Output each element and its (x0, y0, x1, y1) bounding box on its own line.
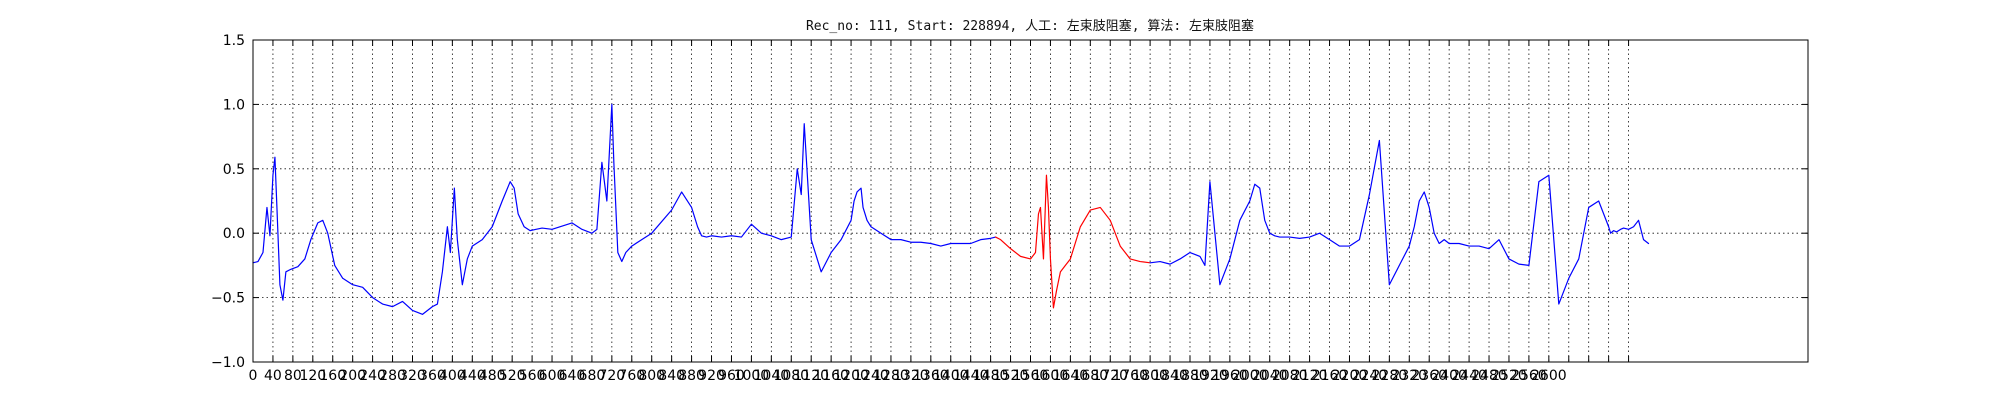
x-tick-label: 560 (519, 368, 546, 384)
x-tick-label: 1640 (1053, 368, 1089, 384)
ecg-series-highlight (995, 174, 1151, 309)
x-tick-label: 920 (698, 368, 725, 384)
x-tick-label: 2320 (1391, 368, 1427, 384)
x-tick-label: 1840 (1152, 368, 1188, 384)
x-tick-label: 1280 (873, 368, 909, 384)
x-tick-label: 880 (678, 368, 705, 384)
ecg-series-after (1149, 139, 1650, 305)
x-tick-label: 2080 (1272, 368, 1308, 384)
x-tick-label: 1200 (833, 368, 869, 384)
grid-layer (253, 40, 1808, 362)
y-tick-label: −0.5 (211, 291, 245, 307)
x-tick-label: 280 (379, 368, 406, 384)
x-tick-label: 1040 (754, 368, 790, 384)
tick-layer: −1.0 −0.5 0.0 0.5 1.0 1.5 0 40 80120160200240280… (211, 33, 1808, 384)
x-tick-label: 1480 (973, 368, 1009, 384)
x-tick-label: 2520 (1491, 368, 1527, 384)
x-tick-label: 640 (559, 368, 586, 384)
x-tick-label: 120 (299, 368, 326, 384)
x-tick-label: 1440 (953, 368, 989, 384)
y-tick-label: 1.5 (223, 33, 245, 49)
x-tick-label: 360 (419, 368, 446, 384)
x-tick-label: 1160 (813, 368, 849, 384)
x-tick-label: 400 (439, 368, 466, 384)
x-tick-label: 2280 (1372, 368, 1408, 384)
x-tick-label: 2360 (1411, 368, 1447, 384)
chart-title: Rec_no: 111, Start: 228894, 人工: 左束肢阻塞, 算… (806, 18, 1254, 34)
x-tick-label: 0 (249, 368, 258, 384)
series-layer (252, 103, 1650, 315)
x-tick-label: 2120 (1292, 368, 1328, 384)
plot-frame (252, 39, 1809, 363)
x-tick-label: 2240 (1352, 368, 1388, 384)
x-tick-label: 1800 (1132, 368, 1168, 384)
x-tick-label: 240 (359, 368, 386, 384)
y-tick-label: 0.0 (223, 226, 245, 242)
x-tick-label: 2440 (1451, 368, 1487, 384)
x-tick-label: 1920 (1192, 368, 1228, 384)
x-tick-label: 1680 (1072, 368, 1108, 384)
x-tick-label: 1880 (1172, 368, 1208, 384)
x-tick-label: 2560 (1511, 368, 1547, 384)
x-tick-label: 960 (718, 368, 745, 384)
x-tick-label: 1360 (913, 368, 949, 384)
x-tick-label: 440 (459, 368, 486, 384)
x-tick-label: 1600 (1033, 368, 1069, 384)
x-tick-label: 760 (618, 368, 645, 384)
x-tick-label: 320 (399, 368, 426, 384)
x-tick-label: 1960 (1212, 368, 1248, 384)
x-tick-label: 1080 (773, 368, 809, 384)
x-tick-label: 160 (319, 368, 346, 384)
x-tick-label: 2400 (1431, 368, 1467, 384)
y-tick-label: 1.0 (223, 97, 245, 113)
x-tick-label: 2200 (1332, 368, 1368, 384)
x-tick-label: 2160 (1312, 368, 1348, 384)
ecg-series-before (252, 103, 997, 315)
x-tick-label: 1560 (1013, 368, 1049, 384)
axis-layer (252, 39, 1809, 363)
x-tick-label: 2000 (1232, 368, 1268, 384)
x-tick-label: 720 (598, 368, 625, 384)
y-tick-label: −1.0 (211, 355, 245, 371)
x-tick-label: 2480 (1471, 368, 1507, 384)
x-tick-label: 40 (264, 368, 282, 384)
x-tick-label: 1000 (734, 368, 770, 384)
x-tick-label: 1720 (1092, 368, 1128, 384)
x-tick-label: 1400 (933, 368, 969, 384)
x-tick-label: 600 (539, 368, 566, 384)
x-tick-label: 520 (499, 368, 526, 384)
x-tick-label: 1760 (1112, 368, 1148, 384)
x-tick-label: 800 (638, 368, 665, 384)
x-tick-label: 2600 (1531, 368, 1567, 384)
y-tick-label: 0.5 (223, 162, 245, 178)
x-tick-label: 840 (658, 368, 685, 384)
x-tick-label: 1120 (793, 368, 829, 384)
x-tick-label: 1320 (893, 368, 929, 384)
x-tick-label: 680 (579, 368, 606, 384)
x-tick-label: 1240 (853, 368, 889, 384)
x-tick-label: 200 (339, 368, 366, 384)
x-tick-label: 1520 (993, 368, 1029, 384)
x-tick-label: 2040 (1252, 368, 1288, 384)
x-tick-label: 80 (284, 368, 302, 384)
x-tick-label: 480 (479, 368, 506, 384)
